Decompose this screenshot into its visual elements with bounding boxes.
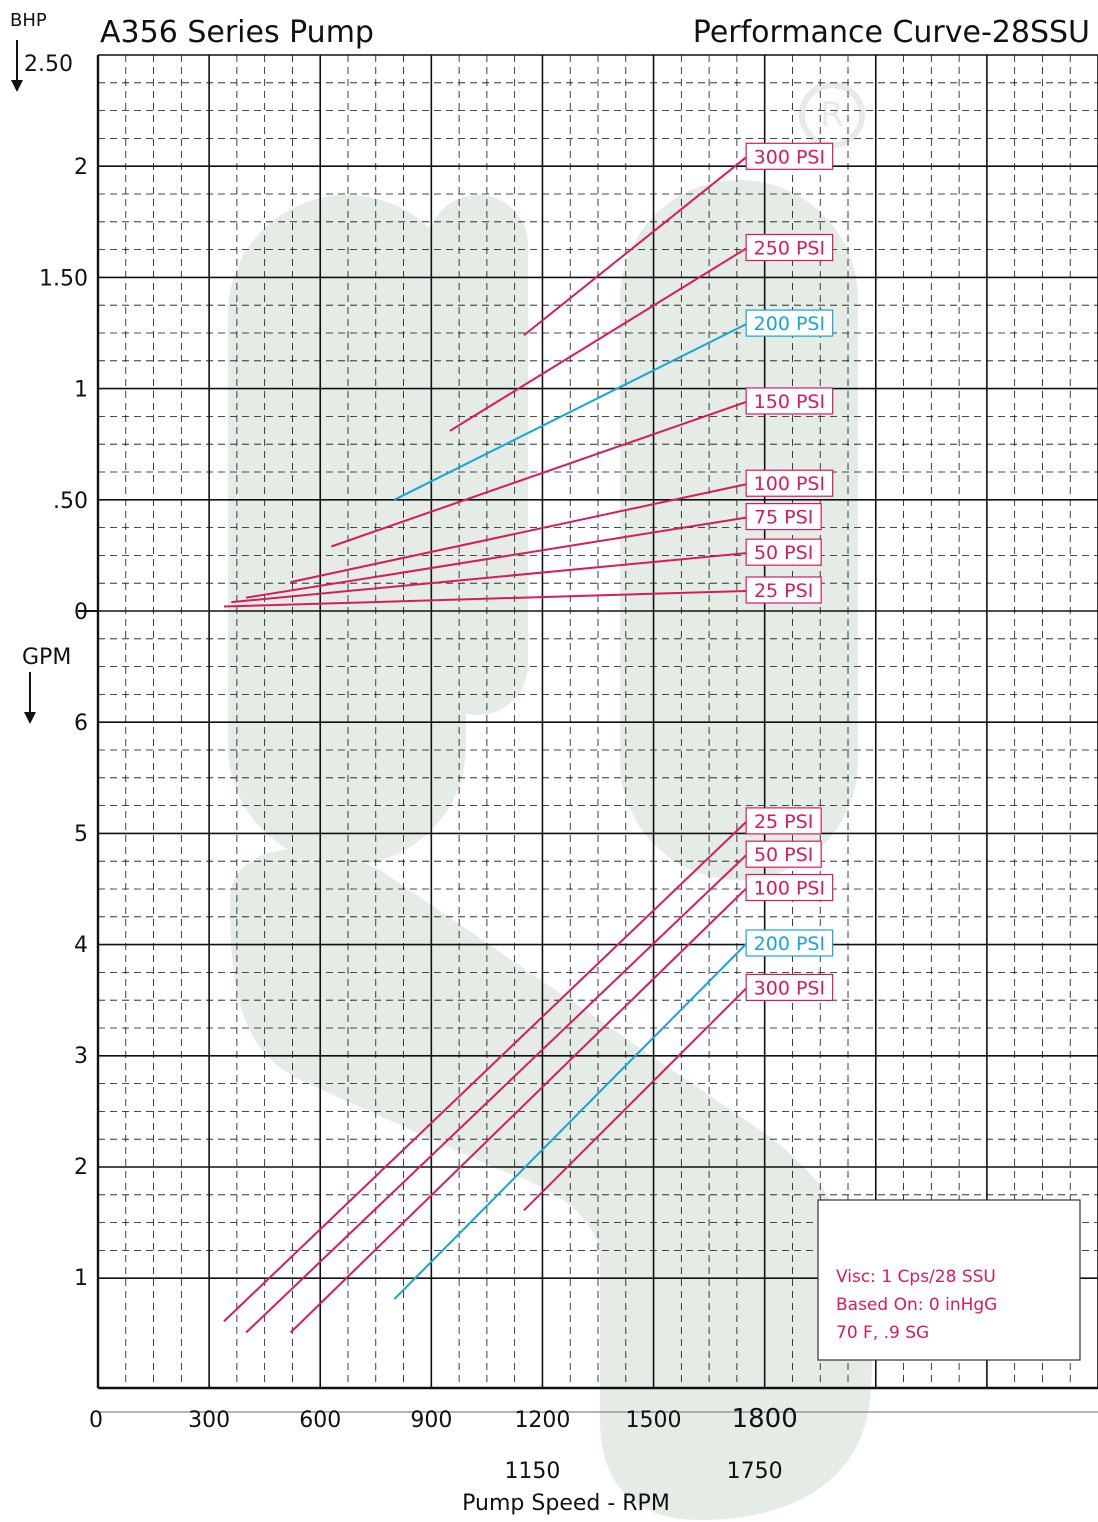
watermark-right-stem — [620, 180, 858, 880]
bhp-series-label: 100 PSI — [754, 473, 825, 495]
major-grid — [97, 54, 1098, 1388]
bhp-series-label-box — [745, 502, 822, 531]
bhp-series-label-box — [745, 469, 834, 497]
gpm-series-line — [245, 854, 747, 1334]
bhp-tick-label: 1 — [74, 378, 88, 403]
gpm-down-arrow-icon — [24, 672, 36, 724]
bhp-series-label-box — [745, 538, 822, 566]
bhp-series-label: 75 PSI — [754, 507, 813, 529]
bhp-series-label: 150 PSI — [754, 391, 825, 413]
bhp-series-label-box — [745, 576, 822, 604]
gpm-series-label-box — [745, 840, 822, 868]
gpm-series-label: 25 PSI — [754, 811, 813, 833]
info-box-frame — [817, 1199, 1081, 1361]
x-tick-label: 1200 — [514, 1408, 570, 1433]
info-based-on: Based On: 0 inHgG — [836, 1295, 997, 1315]
bhp-series-label-box — [745, 142, 834, 170]
bhp-tick-label: 1.50 — [39, 266, 88, 291]
x-tick-label: 900 — [410, 1408, 452, 1433]
bhp-series-label: 200 PSI — [754, 313, 825, 335]
gpm-series-line — [393, 943, 747, 1300]
gpm-tick-label: 5 — [74, 822, 88, 847]
bhp-series-line — [331, 400, 747, 548]
chart-title-right: Performance Curve-28SSU — [693, 15, 1090, 50]
gpm-series-label-box — [745, 973, 834, 1002]
x-secondary-tick-label: 1750 — [727, 1459, 783, 1484]
bhp-series-line — [290, 483, 747, 584]
bhp-series-label: 250 PSI — [754, 237, 825, 259]
bhp-down-arrow-icon — [11, 40, 23, 92]
gpm-series-label: 50 PSI — [754, 844, 813, 866]
bhp-series-line — [393, 323, 747, 501]
gpm-series-label: 300 PSI — [754, 977, 825, 999]
x-tick-label: 1500 — [626, 1408, 682, 1433]
gpm-series-label: 200 PSI — [754, 933, 825, 955]
chart-title-left: A356 Series Pump — [100, 15, 374, 50]
gpm-series-label: 100 PSI — [754, 878, 825, 900]
watermark-left-stem — [228, 195, 466, 865]
gpm-series-label-box — [745, 873, 834, 902]
bhp-series-label: 25 PSI — [754, 580, 813, 602]
gpm-tick-label: 2 — [74, 1155, 88, 1180]
bhp-series-line — [449, 247, 747, 432]
bhp-series-label-box — [745, 387, 834, 415]
bhp-tick-label: 0 — [74, 600, 88, 625]
info-viscosity: Visc: 1 Cps/28 SSU — [836, 1267, 996, 1287]
bhp-series-line — [245, 516, 747, 599]
gpm-series-line — [223, 821, 747, 1323]
x-tick-label: 1800 — [732, 1404, 798, 1434]
watermark-mid-stem — [428, 195, 528, 715]
bhp-series-line — [231, 552, 747, 604]
x-tick-label: 300 — [188, 1408, 230, 1433]
x-tick-label: 600 — [299, 1408, 341, 1433]
gpm-series-line — [523, 987, 747, 1212]
gpm-tick-label: 4 — [74, 933, 88, 958]
bhp-tick-label: 2.50 — [24, 52, 73, 77]
bhp-series-line — [223, 589, 747, 608]
x-axis-label: Pump Speed - RPM — [462, 1491, 670, 1516]
bhp-axis-label: BHP — [10, 10, 47, 31]
bhp-series-line — [523, 156, 747, 337]
series-labels: 300 PSI 250 PSI 200 PSI 150 PSI 100 PSI 75 PS… — [745, 142, 834, 1002]
bhp-series-label: 50 PSI — [754, 542, 813, 564]
bhp-series-label-box — [745, 309, 834, 337]
gpm-tick-label: 3 — [74, 1044, 88, 1069]
gpm-tick-label: 1 — [74, 1266, 88, 1291]
series-layer — [223, 156, 747, 1334]
watermark-r-letter: R — [820, 95, 844, 135]
gpm-series-label-box — [745, 929, 834, 957]
bhp-tick-label: .50 — [53, 489, 88, 514]
info-temp-sg: 70 F, .9 SG — [836, 1323, 929, 1343]
gpm-tick-label: 6 — [74, 711, 88, 736]
bhp-tick-label: 2 — [74, 155, 88, 180]
watermark-logo: R — [228, 82, 873, 1520]
info-box: Visc: 1 Cps/28 SSU Based On: 0 inHgG 70 … — [817, 1199, 1081, 1361]
plot-frame — [78, 55, 1098, 1413]
x-tick-label: 0 — [89, 1408, 103, 1433]
x-secondary-tick-label: 1150 — [504, 1459, 560, 1484]
gpm-series-label-box — [745, 807, 822, 835]
gpm-series-line — [289, 887, 747, 1334]
bhp-series-label: 300 PSI — [754, 146, 825, 168]
gpm-axis-label: GPM — [22, 645, 71, 670]
bhp-series-label-box — [745, 233, 834, 262]
